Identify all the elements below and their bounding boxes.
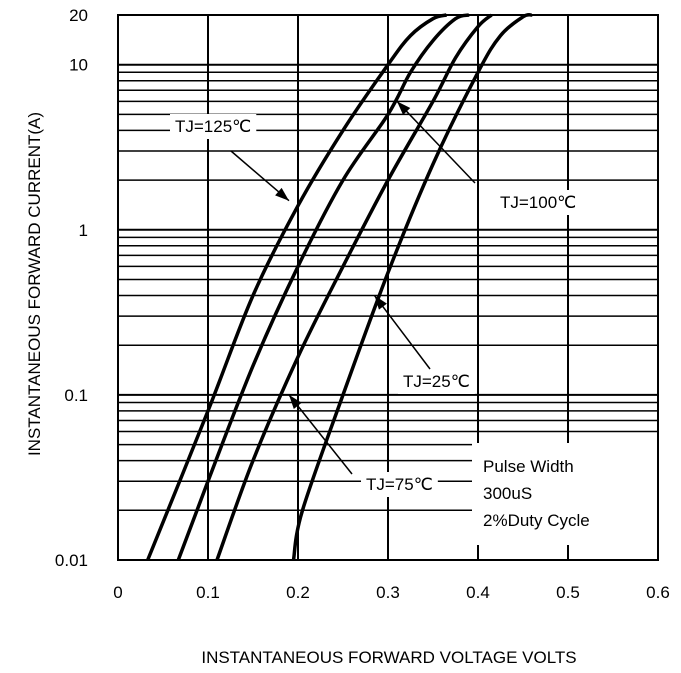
note-background [472, 443, 658, 545]
curve-label: TJ=25℃ [403, 372, 470, 391]
curve-label: TJ=100℃ [500, 193, 576, 212]
y-tick-label: 10 [69, 56, 88, 75]
y-tick-label: 0.1 [64, 386, 88, 405]
y-tick-label: 1 [79, 221, 88, 240]
annotation-arrowhead [289, 394, 302, 409]
curve-label-background [361, 472, 438, 497]
x-tick-label: 0.1 [196, 583, 220, 602]
annotation-arrowhead [397, 101, 411, 115]
annotation-arrow-line [373, 295, 431, 370]
y-tick-label: 0.01 [55, 551, 88, 570]
series-line-4 [291, 12, 533, 561]
curve-label-background [170, 114, 257, 139]
annotation-arrow-line [288, 394, 353, 475]
x-axis-title: INSTANTANEOUS FORWARD VOLTAGE VOLTS [201, 648, 576, 667]
curve-label-background [495, 190, 582, 215]
tick-labels: 0 0.1 0.2 0.3 0.4 0.5 0.6 20 10 1 0.1 0.01 [55, 6, 670, 602]
y-tick-label: 20 [69, 6, 88, 25]
curve-label: TJ=125℃ [175, 117, 251, 136]
x-tick-label: 0.3 [376, 583, 400, 602]
series-line-3 [215, 13, 493, 561]
curves [146, 12, 533, 561]
series-line-1 [146, 13, 447, 561]
x-tick-label: 0.4 [466, 583, 490, 602]
x-tick-label: 0 [113, 583, 122, 602]
x-tick-label: 0.2 [286, 583, 310, 602]
test-conditions-note: Pulse Width 300uS 2%Duty Cycle [472, 443, 658, 545]
series-line-2 [176, 13, 470, 561]
note-line-duty-cycle: 2%Duty Cycle [483, 511, 590, 530]
curve-label: TJ=75℃ [366, 475, 433, 494]
x-tick-label: 0.6 [646, 583, 670, 602]
annotations: TJ=125℃ TJ=100℃ TJ=25℃ TJ=75℃ [170, 100, 582, 497]
x-tick-label: 0.5 [556, 583, 580, 602]
plot-frame [117, 14, 659, 561]
curve-label-background [398, 369, 475, 394]
y-axis-title: INSTANTANEOUS FORWARD CURRENT(A) [25, 112, 44, 456]
note-line-duration: 300uS [483, 484, 532, 503]
note-line-pulse-width: Pulse Width [483, 457, 574, 476]
annotation-arrow-line [396, 100, 476, 184]
annotation-arrowhead [275, 187, 289, 201]
annotation-arrowhead [374, 295, 387, 310]
